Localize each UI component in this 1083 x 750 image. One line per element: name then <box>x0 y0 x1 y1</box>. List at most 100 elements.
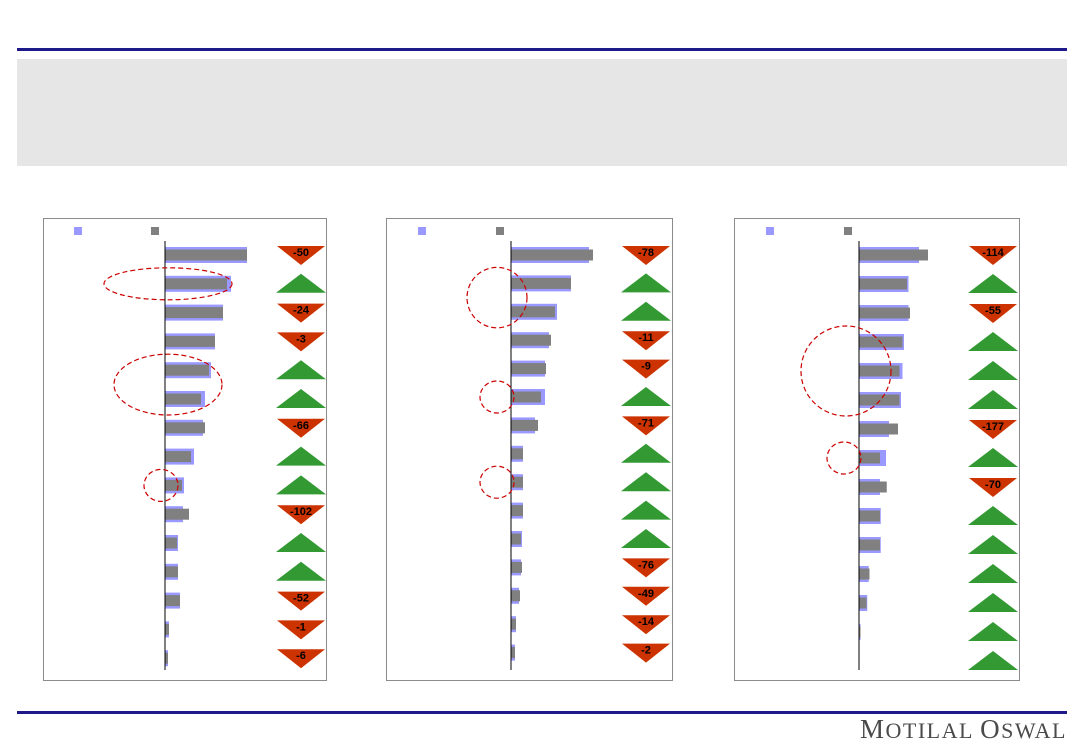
bar-series-b <box>511 590 520 602</box>
change-up-arrow <box>276 475 326 495</box>
change-down-arrow <box>622 359 670 379</box>
change-up-arrow <box>276 273 326 293</box>
change-down-arrow <box>277 303 325 323</box>
legend-swatch-series-b <box>151 227 159 235</box>
legend-swatch-series-a <box>766 227 774 235</box>
bar-series-b <box>511 391 541 403</box>
legend-swatch-series-a <box>74 227 82 235</box>
bar-series-b <box>859 452 880 464</box>
change-down-arrow <box>969 304 1017 323</box>
bar-series-b <box>165 393 201 405</box>
change-up-arrow <box>621 273 671 293</box>
bar-series-b <box>859 423 898 435</box>
highlight-ellipse <box>466 266 528 329</box>
legend-swatch-series-a <box>418 227 426 235</box>
bar-series-b <box>511 647 515 659</box>
chart-panel-3: -114 -55 -177 -70 <box>734 218 1020 681</box>
bar-series-b <box>511 476 523 488</box>
change-label: -114 <box>982 247 1004 259</box>
change-down-arrow <box>277 591 325 611</box>
change-label: -14 <box>638 616 655 628</box>
change-up-arrow <box>621 387 671 406</box>
change-down-arrow <box>622 331 670 351</box>
highlight-ellipse <box>113 353 223 416</box>
bar-series-b <box>165 479 182 491</box>
chart-svg-1: -50 -24 -3 -66 -102 -52 -1 -6 <box>74 227 326 670</box>
change-label: -55 <box>985 305 1001 317</box>
highlight-ellipse <box>479 465 515 499</box>
bar-series-b <box>859 626 861 638</box>
change-label: -78 <box>638 247 654 259</box>
bar-series-b <box>165 278 227 290</box>
legend-swatch-series-b <box>496 227 504 235</box>
bar-series-b <box>165 508 189 520</box>
change-label: -102 <box>290 506 312 518</box>
change-label: -177 <box>982 421 1004 433</box>
legend-swatch-series-b <box>844 227 852 235</box>
highlight-ellipse <box>103 267 233 301</box>
bar-series-b <box>859 597 867 609</box>
bar-series-b <box>165 537 177 549</box>
change-label: -6 <box>296 650 306 662</box>
change-label: -70 <box>985 479 1001 491</box>
footer-rule <box>17 711 1067 714</box>
chart-svg-2: -78 -11 -9 -71 -76 -49 -14 -2 <box>418 227 671 670</box>
bar-series-b <box>859 510 880 522</box>
change-down-arrow <box>277 649 325 669</box>
change-up-arrow <box>968 390 1018 409</box>
bar-series-b <box>859 365 900 377</box>
bar-series-b <box>165 451 191 463</box>
bar-series-b <box>511 249 593 261</box>
change-up-arrow <box>968 651 1018 670</box>
highlight-ellipse <box>800 325 892 417</box>
bar-series-b <box>511 277 571 289</box>
change-up-arrow <box>276 446 326 466</box>
bar-series-b <box>511 419 538 431</box>
change-down-arrow <box>622 558 670 578</box>
bar-series-b <box>165 595 180 607</box>
change-up-arrow <box>968 564 1018 583</box>
bar-series-b <box>165 249 247 261</box>
change-label: -71 <box>638 417 654 429</box>
change-down-arrow <box>277 246 325 265</box>
change-up-arrow <box>621 301 671 321</box>
bar-series-b <box>859 307 910 319</box>
change-label: -2 <box>641 645 651 657</box>
chart-panel-1: -50 -24 -3 -66 -102 -52 -1 -6 <box>43 218 327 681</box>
change-label: -11 <box>638 332 653 344</box>
bar-series-b <box>165 335 215 347</box>
bar-series-b <box>859 249 928 261</box>
title-band <box>17 59 1067 166</box>
change-down-arrow <box>277 620 325 640</box>
bar-series-b <box>165 364 209 376</box>
change-down-arrow <box>969 246 1017 265</box>
bar-series-b <box>165 623 169 635</box>
bar-series-b <box>511 448 523 460</box>
change-up-arrow <box>968 535 1018 554</box>
brand-logo: MOTILAL OSWAL <box>859 714 1067 744</box>
highlight-ellipse <box>143 468 179 502</box>
change-down-arrow <box>277 505 325 525</box>
chart-svg-3: -114 -55 -177 -70 <box>766 227 1018 670</box>
change-down-arrow <box>969 420 1017 439</box>
change-down-arrow <box>622 615 670 635</box>
change-down-arrow <box>622 643 670 663</box>
bar-series-b <box>165 652 168 664</box>
change-down-arrow <box>277 332 325 352</box>
change-label: -3 <box>296 333 306 345</box>
bar-series-b <box>511 561 522 573</box>
change-down-arrow <box>622 586 670 606</box>
bar-series-b <box>859 394 900 406</box>
change-label: -24 <box>293 305 310 317</box>
bar-series-b <box>165 307 223 319</box>
bar-series-b <box>859 278 907 290</box>
change-up-arrow <box>621 443 671 463</box>
bar-series-b <box>511 306 555 318</box>
change-up-arrow <box>968 593 1018 612</box>
change-down-arrow <box>969 478 1017 497</box>
bar-series-b <box>511 533 521 545</box>
header-rule <box>17 48 1067 51</box>
change-down-arrow <box>622 246 670 265</box>
bar-series-b <box>511 505 523 517</box>
bar-series-b <box>165 566 178 578</box>
